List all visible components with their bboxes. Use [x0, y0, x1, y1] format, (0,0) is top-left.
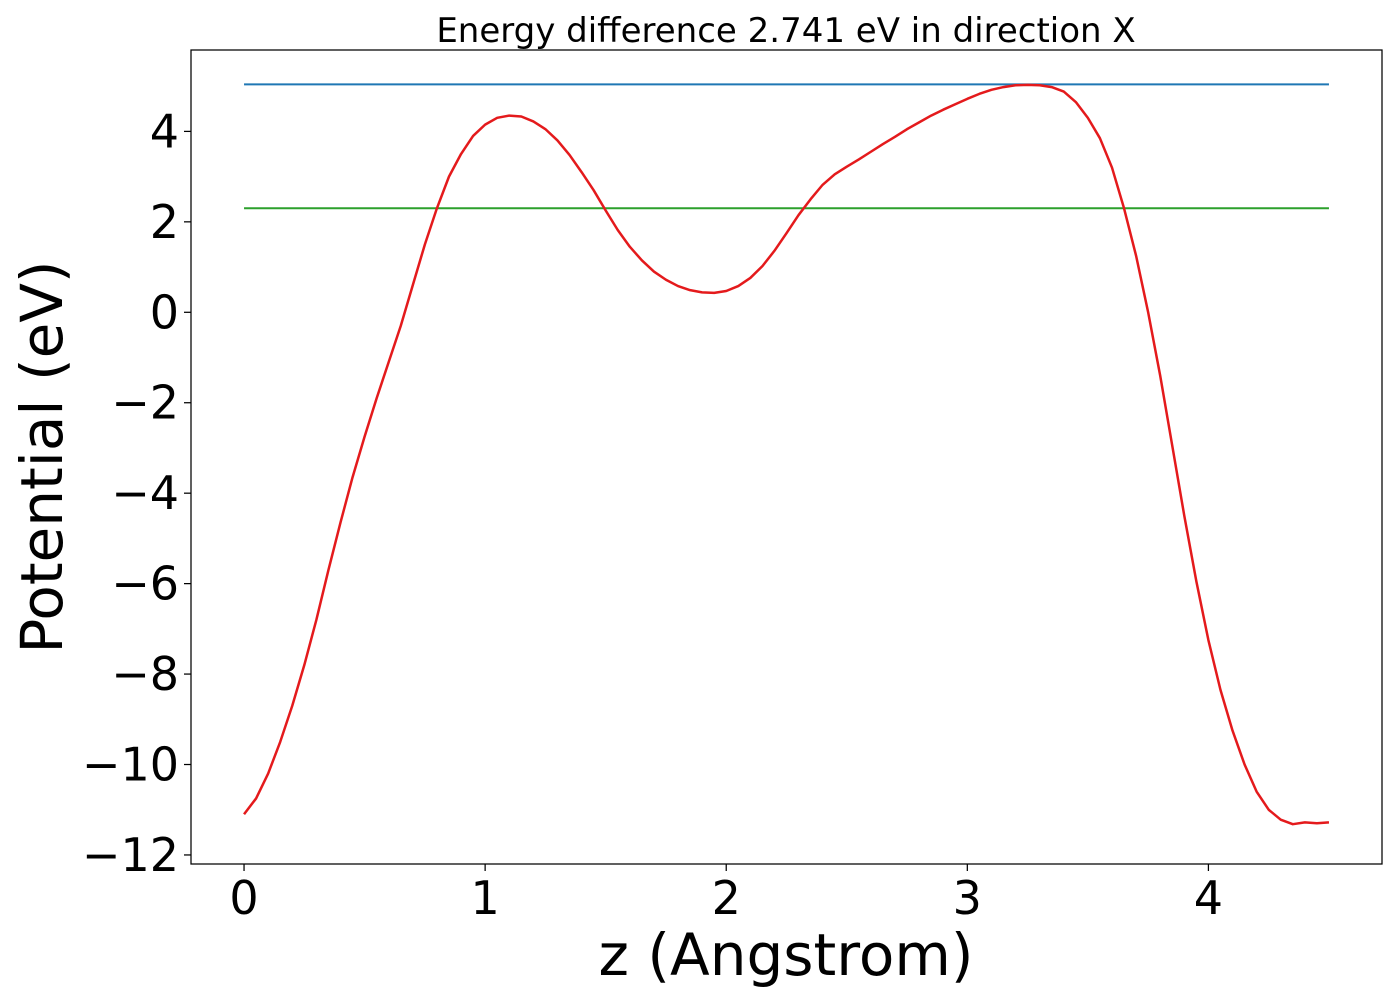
x-axis-label: z (Angstrom) [599, 921, 974, 989]
y-tick-label: 4 [150, 104, 179, 158]
y-tick-label: −8 [111, 647, 179, 701]
y-axis-ticks: −12 −10 −8 −6 −4 −2 0 2 4 [82, 104, 191, 882]
series-2-line [243, 83, 1330, 826]
y-tick-label: −6 [111, 557, 179, 611]
x-tick-label: 2 [712, 871, 741, 925]
y-tick-label: −10 [82, 738, 179, 792]
y-tick-label: −2 [111, 376, 179, 430]
y-tick-label: −4 [111, 466, 179, 520]
x-axis-ticks: 0 1 2 3 4 [229, 864, 1223, 925]
x-tick-label: 1 [470, 871, 499, 925]
x-tick-label: 3 [953, 871, 982, 925]
y-tick-label: −12 [82, 828, 179, 882]
y-tick-label: 2 [150, 195, 179, 249]
chart-title: Energy difference 2.741 eV in direction … [436, 11, 1135, 51]
x-tick-label: 0 [229, 871, 258, 925]
y-tick-label: 0 [150, 285, 179, 339]
x-tick-label: 4 [1194, 871, 1223, 925]
plot-frame [190, 49, 1383, 865]
series-layer [243, 83, 1330, 826]
y-axis-label: Potential (eV) [8, 260, 76, 653]
